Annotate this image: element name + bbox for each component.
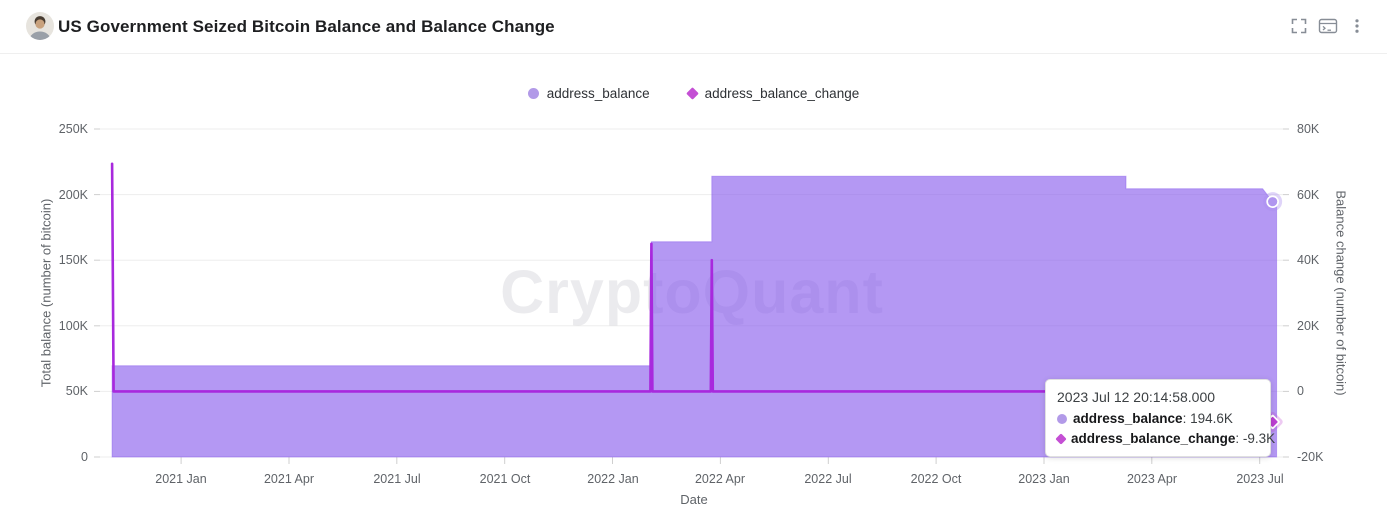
x-tick-label: 2023 Jan xyxy=(1018,472,1070,486)
x-tick-label: 2023 Apr xyxy=(1126,472,1178,486)
tooltip-series-value: 194.6K xyxy=(1190,411,1233,426)
person-photo-icon xyxy=(26,12,54,40)
legend-label: address_balance xyxy=(546,86,650,101)
y-right-tick-label: 20K xyxy=(1297,319,1320,333)
menu-button[interactable] xyxy=(1341,10,1373,42)
y-right-tick-label: 40K xyxy=(1297,253,1320,267)
fullscreen-icon xyxy=(1291,18,1307,34)
circle-marker-icon xyxy=(527,88,539,99)
x-tick-label: 2021 Jan xyxy=(155,472,207,486)
tooltip-row-address-balance-change: address_balance_change: -9.3K xyxy=(1055,429,1275,449)
y-left-tick-label: 0 xyxy=(81,450,88,464)
tooltip-separator: : xyxy=(1182,411,1191,426)
tooltip-series-label: address_balance xyxy=(1073,411,1183,426)
y-right-tick-label: 60K xyxy=(1297,188,1320,202)
author-avatar[interactable] xyxy=(26,12,54,40)
x-tick-label: 2021 Jul xyxy=(373,472,421,486)
y-left-tick-label: 100K xyxy=(58,319,88,333)
x-tick-label: 2022 Apr xyxy=(694,472,746,486)
y-left-axis-title: Total balance (number of bitcoin) xyxy=(38,198,54,388)
y-left-tick-label: 50K xyxy=(65,384,88,398)
tooltip-separator: : xyxy=(1235,431,1243,446)
y-left-tick-label: 150K xyxy=(58,253,88,267)
x-tick-label: 2021 Oct xyxy=(479,472,531,486)
chart-tooltip: 2023 Jul 12 20:14:58.000 address_balance… xyxy=(1045,379,1275,457)
diamond-marker-icon xyxy=(1055,433,1067,445)
x-tick-label: 2023 Jul xyxy=(1236,472,1284,486)
y-left-tick-label: 200K xyxy=(58,188,88,202)
chart-header: US Government Seized Bitcoin Balance and… xyxy=(0,0,1387,54)
x-tick-label: 2022 Jul xyxy=(804,472,852,486)
y-right-tick-label: 0 xyxy=(1297,384,1304,398)
y-right-tick-label: 80K xyxy=(1297,122,1320,136)
x-tick-label: 2021 Apr xyxy=(263,472,315,486)
legend-label: address_balance_change xyxy=(704,86,860,101)
x-tick-label: 2022 Oct xyxy=(910,472,962,486)
legend-item-address-balance[interactable]: address_balance xyxy=(527,86,650,101)
tooltip-row-address-balance: address_balance: 194.6K xyxy=(1057,409,1259,429)
kebab-menu-icon xyxy=(1355,19,1359,33)
chart-legend: address_balance address_balance_change xyxy=(0,86,1387,101)
circle-marker-icon xyxy=(1057,414,1067,424)
tooltip-series-value: -9.3K xyxy=(1242,431,1276,446)
console-icon xyxy=(1318,18,1338,34)
y-left-tick-label: 250K xyxy=(58,122,88,136)
watermark: CryptoQuant xyxy=(500,258,884,326)
console-button[interactable] xyxy=(1312,10,1344,42)
balance-end-marker[interactable] xyxy=(1266,195,1279,208)
chart-title: US Government Seized Bitcoin Balance and… xyxy=(58,16,555,36)
diamond-marker-icon xyxy=(685,87,699,100)
fullscreen-button[interactable] xyxy=(1283,10,1315,42)
tooltip-series-label: address_balance_change xyxy=(1071,431,1236,446)
y-right-tick-label: -20K xyxy=(1297,450,1324,464)
y-right-axis-title: Balance change (number of bitcoin) xyxy=(1333,190,1349,396)
tooltip-timestamp: 2023 Jul 12 20:14:58.000 xyxy=(1057,389,1216,405)
x-tick-label: 2022 Jan xyxy=(587,472,639,486)
x-axis-title: Date xyxy=(680,492,708,507)
legend-item-address-balance-change[interactable]: address_balance_change xyxy=(685,86,860,101)
